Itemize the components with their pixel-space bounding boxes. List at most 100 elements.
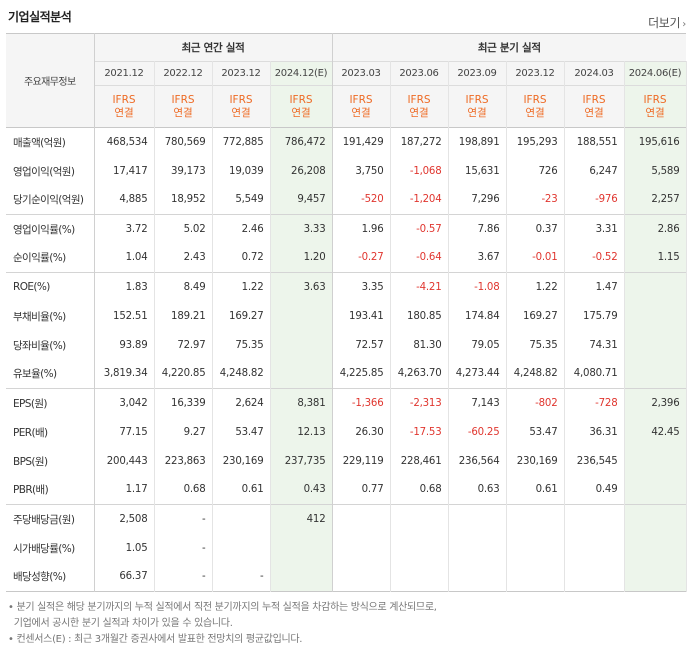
consolidated-label: 연결 (645, 106, 665, 119)
table-cell: 1.83 (94, 272, 155, 302)
table-cell: 0.61 (506, 475, 565, 505)
table-cell: -2,313 (390, 388, 449, 418)
footnote-3: • 컨센서스(E) : 최근 3개월간 증권사에서 발표한 전망치의 평균값입니… (8, 634, 303, 645)
table-cell: 0.61 (212, 475, 271, 505)
table-cell: 2,508 (94, 504, 155, 534)
consolidated-label: 연결 (467, 106, 487, 119)
table-cell: 229,119 (332, 446, 391, 476)
more-link[interactable]: 더보기 › (648, 14, 686, 31)
table-cell: 198,891 (448, 127, 507, 157)
table-cell: 75.35 (212, 330, 271, 360)
table-cell: -976 (564, 185, 625, 215)
consolidated-label: 연결 (114, 106, 134, 119)
group-annual: 최근 연간 실적 (94, 33, 333, 62)
row-label: BPS(원) (6, 446, 95, 476)
table-cell: 16,339 (154, 388, 213, 418)
table-cell: -0.27 (332, 243, 391, 273)
table-cell: 36.31 (564, 417, 625, 447)
table-cell: 4,080.71 (564, 359, 625, 389)
accounting-standard: IFRS 연결 (94, 85, 155, 128)
table-cell (270, 359, 333, 389)
table-cell: 8.49 (154, 272, 213, 302)
ifrs-label: IFRS (643, 93, 667, 106)
table-row: 순이익률(%) 1.04 2.43 0.72 1.20 -0.27 -0.64 3.67 -0.… (6, 243, 687, 273)
table-cell: 191,429 (332, 127, 391, 157)
table-cell (448, 533, 507, 563)
period-header: 2022.12 (154, 61, 213, 86)
table-cell (390, 562, 449, 592)
table-cell: 0.77 (332, 475, 391, 505)
table-cell: 4,225.85 (332, 359, 391, 389)
table-row: 당기순이익(억원) 4,885 18,952 5,549 9,457 -520 -1,204… (6, 185, 687, 215)
table-cell: -1,366 (332, 388, 391, 418)
accounting-standard: IFRS 연결 (332, 85, 391, 128)
consolidated-label: 연결 (525, 106, 545, 119)
table-cell: -802 (506, 388, 565, 418)
table-cell: 193.41 (332, 301, 391, 331)
table-cell: - (154, 504, 213, 534)
table-cell (506, 562, 565, 592)
accounting-standard: IFRS 연결 (624, 85, 687, 128)
table-cell: 3,750 (332, 156, 391, 186)
row-label: 유보율(%) (6, 359, 95, 389)
accounting-standard: IFRS 연결 (212, 85, 271, 128)
table-cell: -23 (506, 185, 565, 215)
table-cell (390, 533, 449, 563)
table-cell: 187,272 (390, 127, 449, 157)
table-cell: 0.68 (390, 475, 449, 505)
table-row: 배당성향(%) 66.37- - (6, 562, 687, 592)
row-label: ROE(%) (6, 272, 95, 302)
table-cell: 2,624 (212, 388, 271, 418)
table-cell: 188,551 (564, 127, 625, 157)
table-cell (624, 301, 687, 331)
table-cell: 2,396 (624, 388, 687, 418)
table-cell: -17.53 (390, 417, 449, 447)
table-cell: 3,042 (94, 388, 155, 418)
table-cell: -0.64 (390, 243, 449, 273)
table-cell: 3,819.34 (94, 359, 155, 389)
ifrs-label: IFRS (582, 93, 606, 106)
table-row: 당좌비율(%) 93.89 72.97 75.35 72.57 81.30 79.05 75.… (6, 330, 687, 360)
consolidated-label: 연결 (231, 106, 251, 119)
table-cell: 66.37 (94, 562, 155, 592)
period-header: 2023.12 (506, 61, 565, 86)
table-cell: 77.15 (94, 417, 155, 447)
table-cell (390, 504, 449, 534)
period-header: 2024.03 (564, 61, 625, 86)
more-label: 더보기 (648, 16, 681, 30)
table-cell: 169.27 (212, 301, 271, 331)
consolidated-label: 연결 (291, 106, 311, 119)
table-cell: 236,545 (564, 446, 625, 476)
table-cell: 152.51 (94, 301, 155, 331)
table-cell: -1.08 (448, 272, 507, 302)
table-cell: 6,247 (564, 156, 625, 186)
table-cell (506, 504, 565, 534)
table-row: 영업이익(억원) 17,417 39,173 19,039 26,208 3,750 -1,… (6, 156, 687, 186)
table-cell: 3.63 (270, 272, 333, 302)
table-cell: 53.47 (506, 417, 565, 447)
table-cell: 2.43 (154, 243, 213, 273)
period-row: 2021.12 2022.12 2023.12 2024.12(E) 2023.03 20… (6, 61, 687, 86)
period-header: 2023.12 (212, 61, 271, 86)
table-cell: -60.25 (448, 417, 507, 447)
footnote-2: 기업에서 공시한 분기 실적과 차이가 있을 수 있습니다. (8, 618, 233, 629)
consolidated-label: 연결 (173, 106, 193, 119)
row-label: 당좌비율(%) (6, 330, 95, 360)
row-label: 당기순이익(억원) (6, 185, 95, 215)
period-header: 2023.06 (390, 61, 449, 86)
table-cell: 0.37 (506, 214, 565, 244)
table-cell: 1.05 (94, 533, 155, 563)
row-label: 배당성향(%) (6, 562, 95, 592)
table-cell (624, 504, 687, 534)
table-cell: 1.20 (270, 243, 333, 273)
table-cell: 1.96 (332, 214, 391, 244)
table-cell: -0.57 (390, 214, 449, 244)
table-cell: 1.47 (564, 272, 625, 302)
table-cell: 7.86 (448, 214, 507, 244)
table-cell: 228,461 (390, 446, 449, 476)
consolidated-label: 연결 (584, 106, 604, 119)
financial-table: 주요재무정보 최근 연간 실적 최근 분기 실적 2021.12 2022.12 2… (6, 33, 687, 592)
row-label: 주당배당금(원) (6, 504, 95, 534)
table-cell: 726 (506, 156, 565, 186)
table-cell (506, 533, 565, 563)
